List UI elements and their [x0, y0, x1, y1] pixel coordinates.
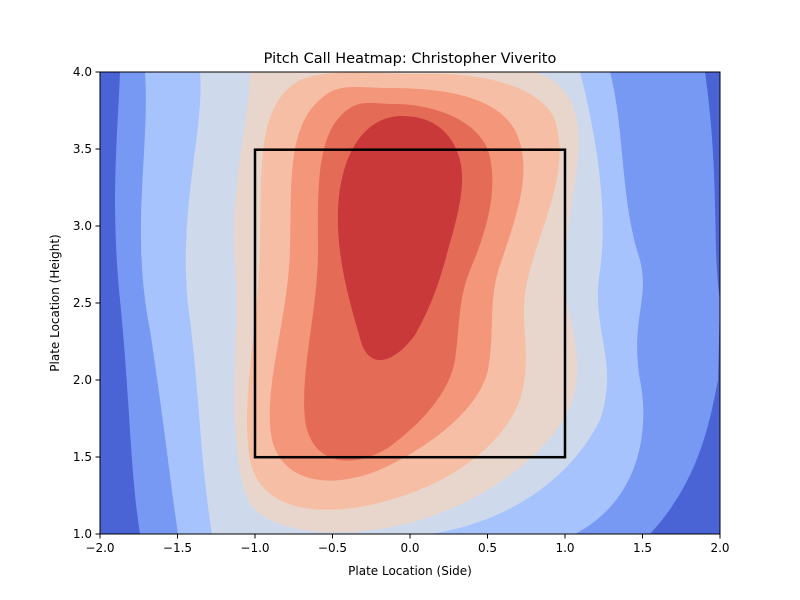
y-tick-label: 3.0 — [73, 219, 92, 233]
contour-band-8 — [337, 115, 463, 361]
x-tick-label: 0.0 — [400, 541, 419, 555]
chart-title: Pitch Call Heatmap: Christopher Viverito — [264, 51, 557, 67]
x-tick-label: 0.5 — [478, 541, 497, 555]
x-tick-label: 1.0 — [555, 541, 574, 555]
y-tick-label: 4.0 — [73, 65, 92, 79]
y-axis-ticks: 1.0 1.5 2.0 2.5 3.0 3.5 4.0 — [73, 65, 100, 541]
strike-zone — [253, 148, 567, 459]
x-tick-label: −1.5 — [163, 541, 192, 555]
y-tick-label: 3.5 — [73, 142, 92, 156]
x-tick-label: 1.5 — [633, 541, 652, 555]
x-tick-label: −2.0 — [85, 541, 114, 555]
x-axis-label: Plate Location (Side) — [348, 564, 472, 578]
y-tick-label: 2.0 — [73, 373, 92, 387]
y-axis-label: Plate Location (Height) — [48, 234, 62, 371]
y-tick-label: 1.0 — [73, 527, 92, 541]
y-tick-label: 2.5 — [73, 296, 92, 310]
y-tick-label: 1.5 — [73, 450, 92, 464]
x-tick-label: −0.5 — [318, 541, 347, 555]
plot-area — [100, 72, 720, 534]
x-axis-ticks: −2.0 −1.5 −1.0 −0.5 0.0 0.5 1.0 1.5 2.0 — [85, 534, 730, 555]
x-tick-label: 2.0 — [710, 541, 729, 555]
x-tick-label: −1.0 — [240, 541, 269, 555]
